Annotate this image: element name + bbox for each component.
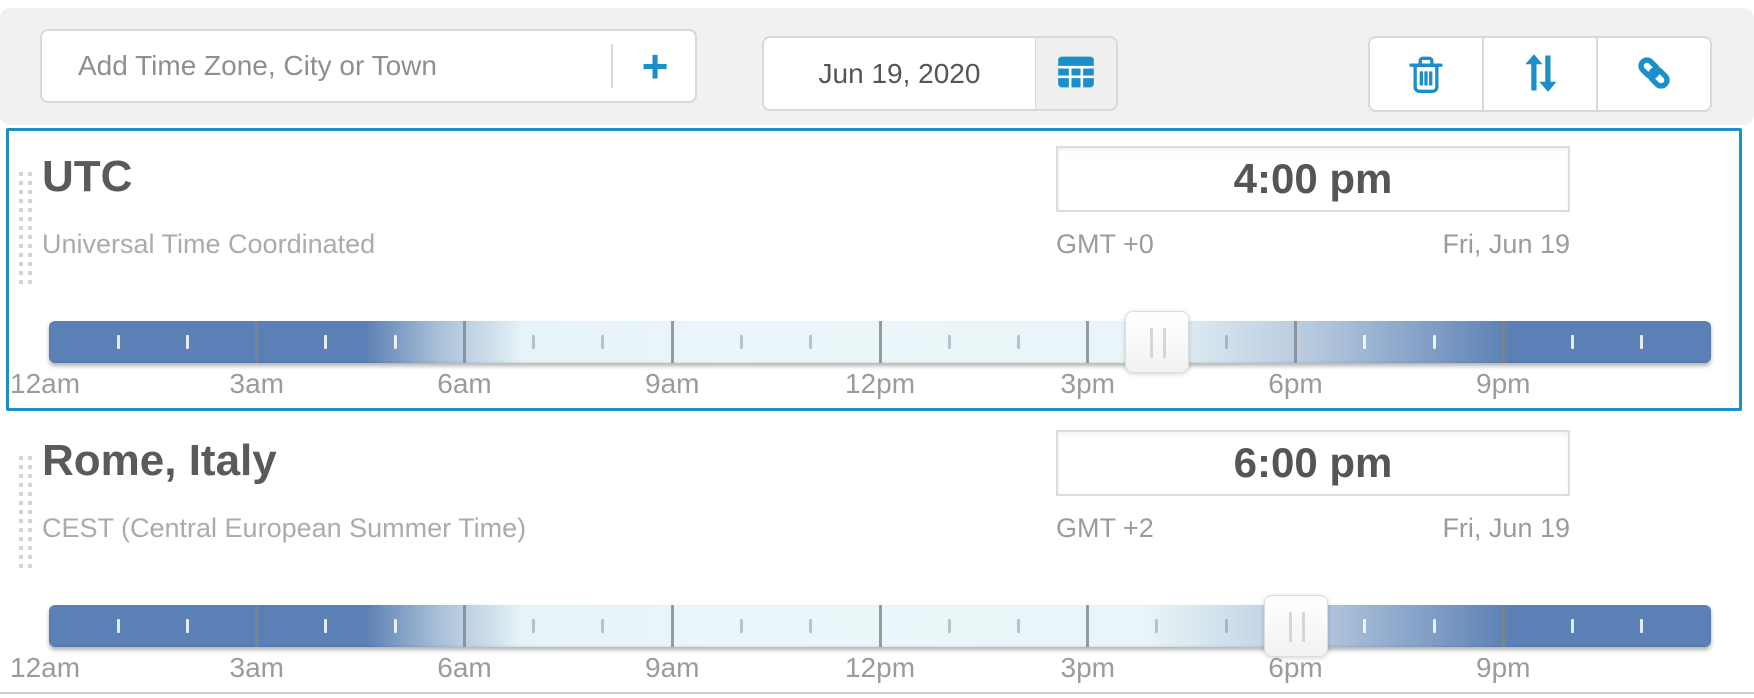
hour-tick xyxy=(1086,605,1090,647)
hour-tick xyxy=(670,321,674,363)
time-slider-track[interactable] xyxy=(49,595,1711,657)
hour-label: 12am xyxy=(10,652,81,683)
hour-tick xyxy=(1224,335,1228,349)
hour-tick xyxy=(116,619,120,633)
hour-tick xyxy=(1570,335,1574,349)
hour-tick xyxy=(601,335,605,349)
row-date-label: Fri, Jun 19 xyxy=(1442,229,1570,259)
time-input[interactable] xyxy=(1056,146,1570,212)
hour-tick xyxy=(324,335,328,349)
hour-tick xyxy=(670,605,674,647)
sort-button[interactable] xyxy=(1482,38,1596,110)
row-date-label: Fri, Jun 19 xyxy=(1442,513,1570,543)
hour-tick xyxy=(740,619,743,633)
hour-tick xyxy=(1363,335,1367,349)
hour-tick xyxy=(393,335,397,349)
hour-label: 12pm xyxy=(844,368,916,399)
hour-tick xyxy=(1570,619,1574,633)
hour-tick xyxy=(324,619,328,633)
drag-grip-handle[interactable] xyxy=(19,172,32,284)
hour-label: 9am xyxy=(645,368,700,399)
divider xyxy=(611,44,613,88)
hour-tick xyxy=(116,335,120,349)
link-icon xyxy=(1633,53,1675,96)
timezone-row-utc: UTC Universal Time Coordinated GMT +0 Fr… xyxy=(6,128,1742,411)
hour-label: 9pm xyxy=(1476,368,1531,399)
hour-tick xyxy=(740,335,743,349)
hour-label: 9pm xyxy=(1476,652,1531,683)
drag-grip-handle[interactable] xyxy=(19,456,32,568)
search-box: + xyxy=(40,29,697,103)
trash-icon xyxy=(1407,53,1445,96)
hour-tick xyxy=(1432,619,1436,633)
timezone-subtitle: Universal Time Coordinated xyxy=(42,229,376,259)
calendar-button[interactable] xyxy=(1035,38,1116,109)
hour-tick xyxy=(601,619,605,633)
hour-tick xyxy=(532,619,536,633)
toolbar: + xyxy=(0,8,1754,125)
hour-tick xyxy=(532,335,536,349)
add-timezone-button[interactable]: + xyxy=(613,31,697,101)
hour-label: 3am xyxy=(229,368,284,399)
hour-label: 3pm xyxy=(1060,652,1115,683)
calendar-grid-icon xyxy=(1056,55,1096,92)
hour-tick xyxy=(809,335,813,349)
hour-tick xyxy=(1640,335,1644,349)
hour-tick xyxy=(1501,605,1505,647)
share-link-button[interactable] xyxy=(1596,38,1710,110)
hour-label: 9am xyxy=(645,652,700,683)
hour-scale: 12am 3am 6am 9am 12pm 3pm 6pm 9pm xyxy=(10,652,1711,686)
hour-tick xyxy=(393,619,397,633)
hour-label: 12am xyxy=(10,368,81,399)
hour-label: 3am xyxy=(229,652,284,683)
hour-tick xyxy=(1640,619,1644,633)
hour-tick xyxy=(1501,321,1505,363)
hour-tick xyxy=(463,605,466,647)
time-input[interactable] xyxy=(1056,430,1570,496)
date-picker xyxy=(762,36,1118,111)
row-actions-group xyxy=(1368,36,1712,112)
hour-tick xyxy=(1155,619,1159,633)
hour-tick xyxy=(255,321,259,363)
hour-label: 12pm xyxy=(844,652,916,683)
hour-label: 6am xyxy=(437,368,492,399)
hour-scale: 12am 3am 6am 9am 12pm 3pm 6pm 9pm xyxy=(10,368,1711,402)
gmt-offset-label: GMT +0 xyxy=(1056,229,1154,259)
row-divider xyxy=(0,692,1754,694)
sort-arrows-icon xyxy=(1522,52,1558,97)
hour-tick xyxy=(878,321,882,363)
hour-label: 6pm xyxy=(1268,368,1323,399)
hour-tick xyxy=(185,619,189,633)
hour-label: 3pm xyxy=(1060,368,1115,399)
hour-tick xyxy=(947,335,951,349)
hour-tick xyxy=(1224,619,1228,633)
hour-tick xyxy=(1016,619,1020,633)
hour-tick xyxy=(809,619,813,633)
delete-button[interactable] xyxy=(1370,38,1482,110)
time-slider-track[interactable] xyxy=(49,311,1711,373)
timezone-name: UTC xyxy=(42,152,133,201)
hour-tick xyxy=(463,321,466,363)
timezone-name: Rome, Italy xyxy=(42,436,277,485)
time-slider-handle[interactable] xyxy=(1124,311,1189,373)
hour-tick xyxy=(1086,321,1090,363)
hour-tick xyxy=(947,619,951,633)
hour-label: 6am xyxy=(437,652,492,683)
search-input[interactable] xyxy=(42,31,607,101)
time-slider-handle[interactable] xyxy=(1263,595,1328,657)
timezone-subtitle: CEST (Central European Summer Time) xyxy=(42,513,527,543)
hour-label: 6pm xyxy=(1268,652,1323,683)
hour-tick xyxy=(185,335,189,349)
date-input[interactable] xyxy=(764,38,1035,109)
hour-tick xyxy=(878,605,882,647)
hour-tick xyxy=(1294,321,1297,363)
hour-tick xyxy=(1016,335,1020,349)
gmt-offset-label: GMT +2 xyxy=(1056,513,1154,543)
hour-tick xyxy=(1363,619,1367,633)
hour-tick xyxy=(1432,335,1436,349)
timezone-row-rome: Rome, Italy CEST (Central European Summe… xyxy=(0,412,1754,693)
hour-tick xyxy=(255,605,259,647)
